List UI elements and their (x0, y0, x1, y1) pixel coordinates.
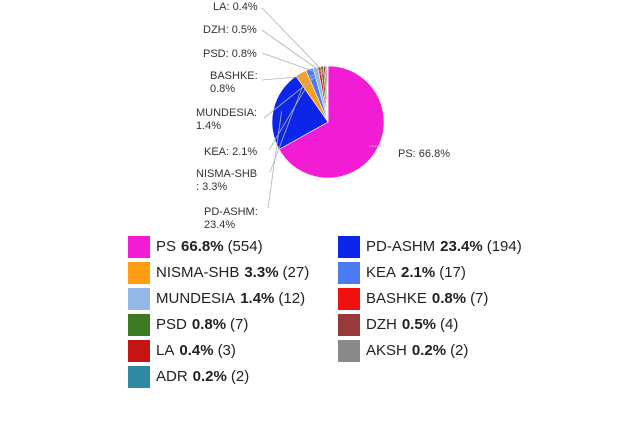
legend-percent: 0.4% (179, 342, 214, 359)
callout-label-pd-ashm: PD-ASHM: 23.4% (204, 206, 258, 231)
legend-swatch (128, 261, 150, 284)
legend-party-name: MUNDESIA (156, 290, 236, 307)
legend-count: (2) (450, 342, 469, 359)
legend-percent: 3.3% (244, 264, 279, 281)
legend-percent: 23.4% (440, 238, 483, 255)
legend-item-kea: KEA 2.1% (17) (338, 261, 548, 284)
legend-item-dzh: DZH 0.5% (4) (338, 313, 548, 336)
legend-party-name: AKSH (366, 342, 407, 359)
legend-count: (17) (439, 264, 466, 281)
legend-count: (7) (230, 316, 249, 333)
legend: PS 66.8% (554) PD-ASHM 23.4% (194) NISMA-SHB 3.… (128, 235, 548, 388)
callout-label-ps: PS: 66.8% (398, 148, 450, 160)
legend-swatch (338, 313, 360, 336)
legend-swatch (128, 339, 150, 362)
callout-label-bashke: BASHKE: 0.8% (210, 70, 258, 95)
pie-slice-ps (278, 65, 385, 179)
legend-swatch (338, 339, 360, 362)
legend-percent: 0.2% (411, 342, 447, 359)
leader-line-bashke (261, 74, 321, 81)
legend-item-psd: PSD 0.8% (7) (128, 313, 338, 336)
callout-label-kea: KEA: 2.1% (204, 146, 257, 158)
legend-count: (554) (227, 238, 263, 255)
legend-party-name: NISMA-SHB (156, 264, 240, 281)
legend-party-name: ADR (156, 368, 188, 385)
leader-line-nisma-shb (269, 80, 306, 173)
callout-label-la: LA: 0.4% (213, 1, 258, 13)
legend-item-nisma-shb: NISMA-SHB 3.3% (27) (128, 261, 338, 284)
legend-party-name: PD-ASHM (366, 238, 436, 255)
legend-percent: 66.8% (181, 238, 224, 255)
callout-label-nisma-shb: NISMA-SHB: 3.3% (196, 168, 257, 193)
legend-swatch (128, 287, 150, 310)
legend-swatch (338, 235, 360, 258)
legend-item-aksh: AKSH 0.2% (2) (338, 339, 548, 362)
legend-party-name: PSD (156, 316, 187, 333)
legend-party-name: DZH (366, 316, 397, 333)
leader-line-la (261, 7, 327, 75)
callout-leader-lines (261, 7, 383, 209)
callout-label-psd: PSD: 0.8% (203, 48, 257, 60)
leader-line-mundesia (263, 75, 318, 119)
legend-swatch (128, 365, 150, 388)
legend-swatch (128, 313, 150, 336)
legend-item-adr: ADR 0.2% (2) (128, 365, 338, 388)
legend-party-name: LA (156, 342, 175, 359)
legend-item-bashke: BASHKE 0.8% (7) (338, 287, 548, 310)
legend-percent: 0.8% (191, 316, 227, 333)
callout-label-mundesia: MUNDESIA: 1.4% (196, 107, 257, 132)
legend-percent: 0.8% (431, 290, 467, 307)
legend-count: (4) (440, 316, 459, 333)
legend-item-pd-ashm: PD-ASHM 23.4% (194) (338, 235, 548, 258)
legend-percent: 1.4% (240, 290, 275, 307)
legend-count: (7) (470, 290, 489, 307)
legend-count: (27) (282, 264, 310, 281)
callout-label-dzh: DZH: 0.5% (203, 24, 257, 36)
legend-count: (3) (217, 342, 236, 359)
leader-line-dzh (261, 29, 326, 75)
legend-item-la: LA 0.4% (3) (128, 339, 338, 362)
pie-slice-adr (326, 65, 329, 123)
legend-percent: 0.2% (192, 368, 227, 385)
legend-swatch (338, 287, 360, 310)
legend-percent: 0.5% (401, 316, 437, 333)
leader-line-kea (268, 76, 313, 151)
legend-party-name: KEA (366, 264, 397, 281)
legend-swatch (128, 235, 150, 258)
leader-line-psd (261, 52, 324, 76)
legend-count: (194) (486, 238, 522, 255)
pie-chart: PS: 66.8% PD-ASHM: 23.4% NISMA-SHB: 3.3% KEA… (196, 1, 450, 231)
legend-party-name: PS (156, 238, 177, 255)
legend-count: (2) (230, 368, 250, 385)
legend-count: (12) (278, 290, 306, 307)
legend-party-name: BASHKE (366, 290, 427, 307)
legend-item-mundesia: MUNDESIA 1.4% (12) (128, 287, 338, 310)
legend-item-ps: PS 66.8% (554) (128, 235, 338, 258)
callout-labels: PS: 66.8% PD-ASHM: 23.4% NISMA-SHB: 3.3% KEA… (196, 1, 450, 231)
legend-swatch (338, 261, 360, 284)
legend-percent: 2.1% (401, 264, 436, 281)
